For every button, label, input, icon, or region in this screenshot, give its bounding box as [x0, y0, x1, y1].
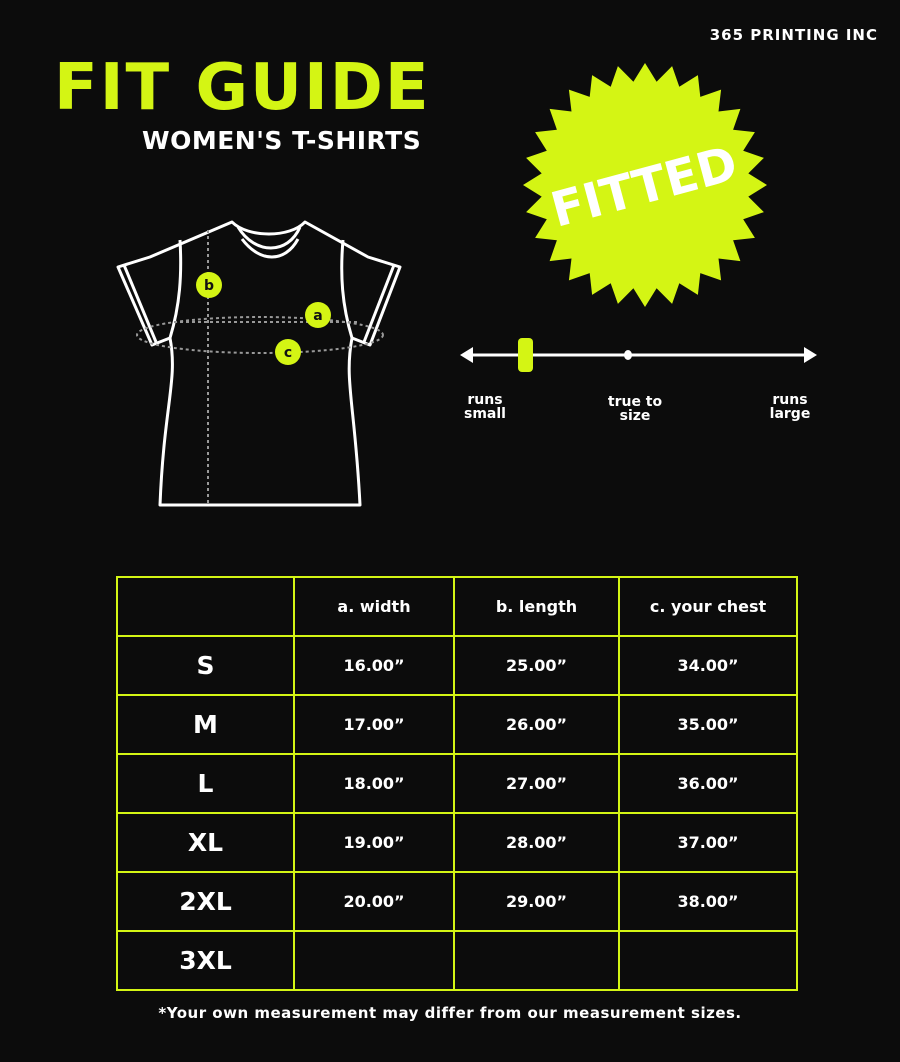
marker-c: c [275, 339, 301, 365]
measurement-cell: 37.00” [618, 812, 798, 873]
measurement-cell: 18.00” [293, 753, 455, 814]
column-header: c. your chest [618, 576, 798, 637]
starburst-shape [523, 63, 767, 307]
fit-scale: runs small true to size runs large [455, 335, 825, 435]
measurement-cell: 35.00” [618, 694, 798, 755]
marker-a: a [305, 302, 331, 328]
marker-b: b [196, 272, 222, 298]
center-tick [624, 350, 632, 360]
size-table: a. width b. length c. your chest S 16.00” 25.… [116, 576, 798, 991]
label-runs-small: runs small [464, 392, 506, 422]
size-label: 2XL [116, 871, 295, 932]
measurement-cell: 28.00” [453, 812, 620, 873]
measurement-cell [293, 930, 455, 991]
size-label: S [116, 635, 295, 696]
arrow-left-icon [460, 347, 473, 363]
disclaimer-note: *Your own measurement may differ from ou… [158, 1004, 742, 1022]
svg-text:c: c [284, 345, 292, 361]
measurement-cell: 34.00” [618, 635, 798, 696]
measurement-cell: 26.00” [453, 694, 620, 755]
measurement-cell: 17.00” [293, 694, 455, 755]
table-row: L 18.00” 27.00” 36.00” [116, 753, 798, 814]
size-label: XL [116, 812, 295, 873]
fitted-badge: FITTED [523, 63, 767, 307]
label-true-to-size: true to size [607, 394, 663, 424]
svg-text:a: a [313, 308, 322, 324]
size-label: L [116, 753, 295, 814]
table-row: XL 19.00” 28.00” 37.00” [116, 812, 798, 873]
measurement-cell: 29.00” [453, 871, 620, 932]
table-row: 2XL 20.00” 29.00” 38.00” [116, 871, 798, 932]
measurement-cell [618, 930, 798, 991]
label-runs-large: runs large [769, 392, 811, 422]
measurement-cell: 20.00” [293, 871, 455, 932]
measurement-cell: 36.00” [618, 753, 798, 814]
measurement-cell: 16.00” [293, 635, 455, 696]
page-title: FIT GUIDE [54, 51, 431, 125]
table-row: 3XL [116, 930, 798, 991]
measurement-cell: 27.00” [453, 753, 620, 814]
table-row: S 16.00” 25.00” 34.00” [116, 635, 798, 696]
tshirt-diagram: b a c [116, 220, 402, 507]
page-subtitle: WOMEN'S T-SHIRTS [142, 126, 422, 155]
table-row: M 17.00” 26.00” 35.00” [116, 694, 798, 755]
column-header: b. length [453, 576, 620, 637]
measurement-cell: 38.00” [618, 871, 798, 932]
measurement-cell [453, 930, 620, 991]
svg-text:b: b [204, 278, 214, 294]
column-header: a. width [293, 576, 455, 637]
table-header-row: a. width b. length c. your chest [116, 576, 798, 637]
size-label: M [116, 694, 295, 755]
measurement-cell: 19.00” [293, 812, 455, 873]
column-header [116, 576, 295, 637]
arrow-right-icon [804, 347, 817, 363]
brand-name: 365 PRINTING INC [709, 26, 878, 44]
fit-marker [518, 338, 533, 372]
size-label: 3XL [116, 930, 295, 991]
measurement-cell: 25.00” [453, 635, 620, 696]
